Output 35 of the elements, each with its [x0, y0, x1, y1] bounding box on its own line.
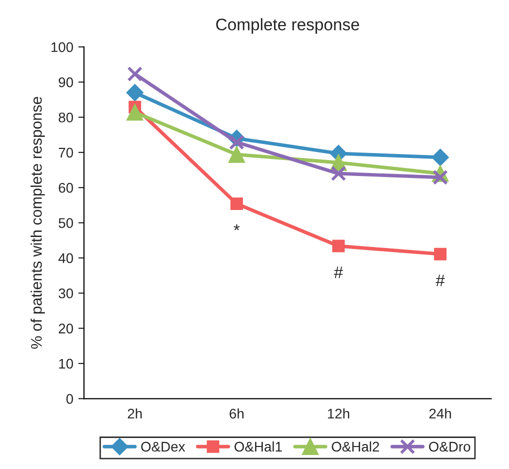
x-tick-label: 12h	[328, 408, 350, 418]
point	[432, 148, 449, 166]
y-tick-label: 80	[58, 112, 74, 122]
y-tick-label: 90	[58, 77, 74, 88]
y-tick-label: 60	[58, 182, 74, 193]
point	[228, 146, 246, 163]
legend-label: O&Dex	[141, 442, 186, 452]
point	[126, 84, 144, 102]
chart-title: Complete response	[216, 18, 360, 34]
x-tick-label: 6h	[230, 408, 244, 419]
y-tick-label: 0	[66, 394, 74, 404]
x-tick-label: 24h	[429, 408, 451, 418]
y-tick-label: 70	[58, 148, 74, 158]
point	[332, 240, 345, 252]
y-tick-label: 40	[58, 253, 74, 264]
point	[330, 166, 346, 182]
y-tick-label: 30	[58, 288, 74, 298]
y-tick-label: 10	[59, 358, 74, 369]
y-axis-title: % of patients with complete response	[30, 96, 45, 349]
x-tick-label: 2h	[128, 408, 142, 418]
point	[127, 66, 143, 82]
legend-label: O&Hal2	[332, 441, 380, 452]
point	[126, 104, 144, 121]
annotation: #	[436, 274, 445, 286]
y-tick-label: 50	[58, 218, 74, 228]
point	[434, 248, 447, 260]
point	[432, 170, 448, 186]
legend-label: O&Dro	[429, 442, 470, 452]
point	[229, 134, 244, 150]
point	[230, 198, 243, 210]
y-tick-label: 100	[51, 42, 74, 52]
legend-label: O&Hal1	[234, 441, 282, 452]
y-tick-label: 20	[58, 324, 74, 334]
annotation: #	[334, 266, 344, 278]
annotation: *	[234, 224, 240, 230]
